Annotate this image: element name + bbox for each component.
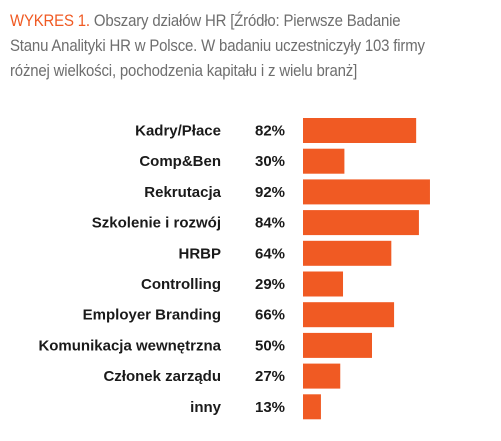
bar bbox=[303, 363, 341, 389]
category-label: Controlling bbox=[141, 276, 221, 293]
category-label: HRBP bbox=[178, 245, 221, 262]
bar bbox=[303, 332, 372, 358]
bar bbox=[303, 179, 430, 205]
figure-prefix: WYKRES 1. bbox=[10, 11, 90, 30]
bar bbox=[303, 302, 395, 328]
bar bbox=[303, 210, 419, 236]
category-label: Komunikacja wewnętrzna bbox=[38, 337, 221, 354]
value-label: 92% bbox=[255, 184, 285, 201]
value-label: 64% bbox=[255, 245, 285, 262]
bar bbox=[303, 118, 417, 143]
value-label: 13% bbox=[255, 399, 285, 416]
value-label: 82% bbox=[255, 123, 285, 140]
category-label: Członek zarządu bbox=[103, 368, 221, 385]
value-label: 29% bbox=[255, 276, 285, 293]
category-label: Szkolenie i rozwój bbox=[92, 215, 221, 232]
bar bbox=[303, 240, 392, 266]
category-label: Employer Branding bbox=[83, 307, 221, 324]
category-label: Rekrutacja bbox=[144, 184, 221, 201]
category-label: Kadry/Płace bbox=[135, 123, 221, 140]
category-label: Comp&Ben bbox=[139, 153, 221, 170]
figure-caption: WYKRES 1. Obszary działów HR [Źródło: Pi… bbox=[10, 8, 436, 83]
bar bbox=[303, 148, 345, 174]
bar bbox=[303, 271, 344, 297]
value-label: 30% bbox=[255, 153, 285, 170]
value-label: 84% bbox=[255, 215, 285, 232]
value-label: 27% bbox=[255, 368, 285, 385]
figure-caption-text: Obszary działów HR [Źródło: Pierwsze Bad… bbox=[10, 11, 425, 80]
value-label: 50% bbox=[255, 337, 285, 354]
category-label: inny bbox=[190, 399, 221, 416]
bar bbox=[303, 394, 321, 420]
value-label: 66% bbox=[255, 307, 285, 324]
